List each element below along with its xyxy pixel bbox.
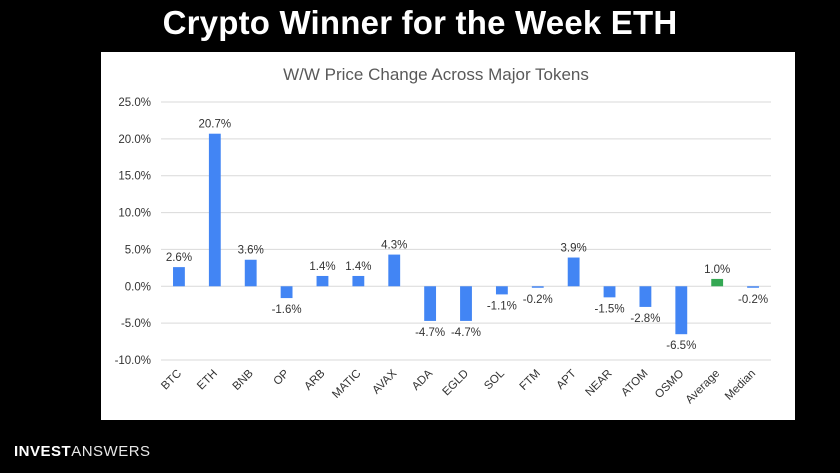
bar-average bbox=[711, 278, 724, 287]
chart-title: W/W Price Change Across Major Tokens bbox=[283, 65, 589, 84]
data-label: 2.6% bbox=[166, 252, 192, 264]
x-tick-label: NEAR bbox=[584, 368, 615, 399]
x-tick-label: ADA bbox=[410, 367, 435, 392]
page-title: Crypto Winner for the Week ETH bbox=[162, 4, 678, 41]
bars bbox=[173, 133, 759, 335]
x-tick-label: FTM bbox=[518, 368, 543, 393]
bar-arb bbox=[316, 275, 329, 287]
data-labels: 2.6% 20.7% 3.6% -1.6% 1.4% 1.4% 4.3% -4.7% -4.7%… bbox=[166, 119, 768, 353]
y-axis-ticks: 25.0% 20.0% 15.0% 10.0% 5.0% 0.0% -5.0% -10.0% bbox=[115, 97, 151, 367]
brand-part-1: INVEST bbox=[14, 443, 72, 460]
brand-logo: INVESTANSWERS bbox=[14, 443, 151, 460]
bar-bnb bbox=[244, 259, 257, 287]
x-tick-label: ARB bbox=[302, 367, 327, 392]
y-tick-label: 10.0% bbox=[118, 208, 151, 220]
bar-apt bbox=[567, 257, 580, 287]
bar-ada bbox=[424, 286, 437, 321]
data-label: -1.6% bbox=[272, 304, 302, 316]
x-tick-label: ATOM bbox=[619, 368, 650, 399]
data-label: -4.7% bbox=[415, 327, 445, 339]
x-tick-label: OSMO bbox=[653, 368, 686, 401]
x-tick-label: Average bbox=[684, 368, 723, 407]
bar-atom bbox=[639, 286, 652, 307]
data-label: 3.6% bbox=[238, 245, 264, 257]
data-label: 20.7% bbox=[199, 119, 232, 131]
x-axis-ticks: BTC ETH BNB OP ARB MATIC AVAX ADA EGLD SOL FTM APT N… bbox=[159, 367, 758, 406]
bar-matic bbox=[352, 275, 365, 287]
bar-eth bbox=[208, 133, 221, 287]
y-tick-label: 5.0% bbox=[125, 244, 151, 256]
data-label: 1.0% bbox=[704, 264, 730, 276]
data-label: 4.3% bbox=[381, 240, 407, 252]
x-tick-label: MATIC bbox=[330, 368, 363, 401]
x-tick-label: BNB bbox=[231, 367, 256, 392]
x-tick-label: ETH bbox=[195, 368, 220, 393]
data-label: -4.7% bbox=[451, 327, 481, 339]
data-label: 3.9% bbox=[561, 243, 587, 255]
x-tick-label: EGLD bbox=[440, 368, 471, 399]
bar-op bbox=[280, 286, 293, 299]
y-tick-label: 0.0% bbox=[125, 281, 151, 293]
data-label: -2.8% bbox=[630, 313, 660, 325]
bar-ftm bbox=[531, 286, 544, 288]
bar-egld bbox=[460, 286, 472, 321]
bar-sol bbox=[495, 286, 508, 295]
x-tick-label: OP bbox=[271, 367, 291, 387]
data-label: -1.1% bbox=[487, 300, 517, 312]
x-tick-label: SOL bbox=[482, 367, 507, 392]
y-tick-label: 20.0% bbox=[118, 134, 151, 146]
bar-avax bbox=[388, 254, 401, 287]
data-label: -0.2% bbox=[523, 294, 553, 306]
bar-chart: W/W Price Change Across Major Tokens 25.… bbox=[115, 65, 771, 406]
x-tick-label: AVAX bbox=[370, 367, 399, 396]
bar-near bbox=[603, 286, 616, 298]
chart-panel: W/W Price Change Across Major Tokens 25.… bbox=[101, 52, 795, 420]
data-label: -0.2% bbox=[738, 294, 768, 306]
data-label: -1.5% bbox=[595, 303, 625, 315]
y-tick-label: -5.0% bbox=[121, 318, 151, 330]
bar-osmo bbox=[675, 286, 688, 335]
grid-lines bbox=[161, 101, 771, 361]
y-tick-label: -10.0% bbox=[115, 355, 151, 367]
x-tick-label: APT bbox=[554, 368, 578, 392]
x-tick-label: BTC bbox=[159, 368, 184, 393]
y-tick-label: 25.0% bbox=[118, 97, 151, 109]
brand-part-2: ANSWERS bbox=[71, 443, 151, 460]
bar-median bbox=[747, 286, 759, 288]
data-label: 1.4% bbox=[345, 261, 371, 273]
bar-btc bbox=[173, 267, 185, 287]
y-tick-label: 15.0% bbox=[118, 171, 151, 183]
x-tick-label: Median bbox=[723, 368, 758, 403]
data-label: 1.4% bbox=[309, 261, 335, 273]
data-label: -6.5% bbox=[666, 340, 696, 352]
